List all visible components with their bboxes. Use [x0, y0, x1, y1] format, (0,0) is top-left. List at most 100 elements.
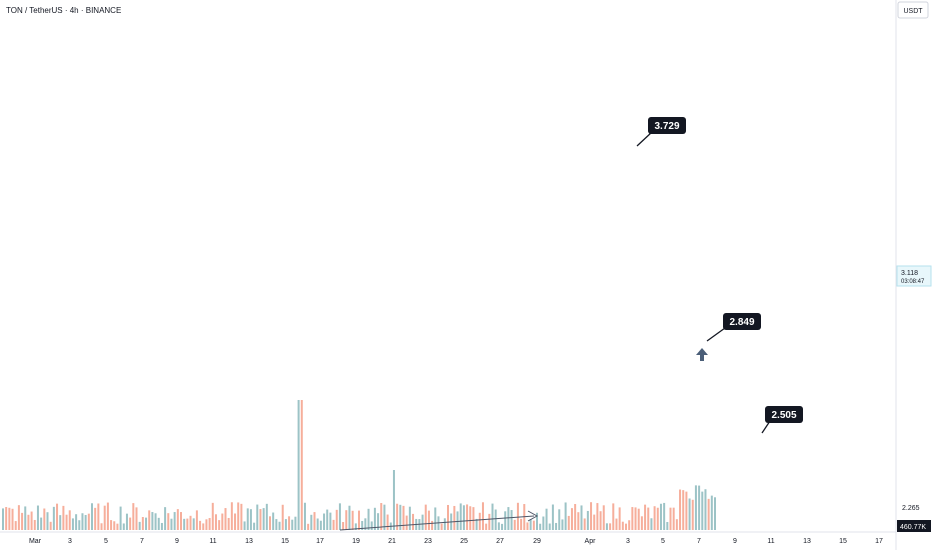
time-tick-label: 15 [281, 538, 289, 545]
volume-bar [189, 515, 192, 530]
volume-bar [679, 489, 682, 530]
volume-bar [698, 485, 701, 530]
volume-bar [253, 522, 256, 530]
callout-support-pointer [706, 327, 726, 342]
volume-bar [234, 513, 237, 530]
volume-bar [186, 518, 189, 530]
volume-bar [338, 503, 341, 530]
time-tick-label: Apr [585, 538, 597, 545]
time-tick-label: 19 [352, 538, 360, 545]
volume-bar [110, 520, 113, 530]
volume-bar [319, 520, 322, 530]
volume-bar [618, 507, 621, 530]
volume-bar [297, 400, 300, 530]
volume-bar [672, 507, 675, 530]
volume-bar [192, 518, 195, 530]
volume-bar [84, 514, 87, 530]
volume-bar [167, 513, 170, 530]
volume-bar [272, 512, 275, 530]
volume-bar [714, 497, 716, 530]
callout-target-box [765, 406, 803, 423]
time-tick-label: 13 [245, 538, 253, 545]
volume-bar [380, 503, 383, 530]
volume-bar [669, 507, 672, 530]
volume-bar [367, 508, 370, 530]
volume-bar [2, 508, 4, 530]
callout-support-label: 2.849 [729, 317, 754, 328]
volume-bar [453, 505, 456, 530]
up-arrow-icon [696, 348, 708, 361]
volume-bar [408, 506, 411, 530]
volume-bar [345, 510, 348, 530]
volume-bar [532, 520, 535, 530]
time-ticks: Mar 3 5 7 9 11 13 15 17 19 21 23 25 27 29 Apr 3 5 7 9 11 13 15… [29, 538, 883, 545]
volume-bar [14, 521, 17, 530]
volume-bar [491, 503, 494, 530]
volume-bar [11, 508, 14, 530]
volume-bar [605, 523, 608, 530]
time-tick-label: 7 [697, 538, 701, 545]
volume-bar [176, 509, 179, 530]
volume-bar [625, 523, 627, 530]
volume-badge-value: 460.77K [900, 524, 926, 531]
currency-label: USDT [903, 8, 923, 15]
time-tick-label: 27 [496, 538, 504, 545]
volume-bar [227, 517, 230, 530]
volume-bar [106, 502, 109, 530]
time-tick-label: 7 [140, 538, 144, 545]
volume-bar [97, 503, 100, 530]
volume-bar [129, 517, 132, 530]
volume-bar [180, 512, 182, 530]
volume-bar [284, 519, 287, 530]
volume-bar [275, 519, 278, 530]
volume-bar [609, 523, 612, 530]
volume-bar [46, 512, 49, 530]
volume-bar [656, 507, 659, 530]
volume-bar [612, 503, 615, 530]
volume-bar [466, 504, 469, 530]
volume-bar [510, 510, 513, 530]
volume-bar [8, 507, 11, 530]
volume-bar [504, 511, 507, 530]
volume-bar [221, 513, 224, 530]
volume-bar [205, 519, 208, 530]
volume-bar [520, 518, 523, 530]
callout-target-label: 2.505 [771, 410, 796, 421]
volume-bar [100, 523, 103, 530]
volume-bar [644, 504, 647, 530]
volume-bar [478, 512, 481, 530]
time-tick-label: 3 [68, 538, 72, 545]
volume-bar [392, 470, 395, 530]
volume-bar [659, 503, 662, 530]
volume-bar [580, 505, 583, 530]
volume-bar [170, 518, 173, 530]
volume-bar [326, 509, 329, 530]
volume-bar [485, 523, 488, 530]
volume-bar [103, 505, 106, 530]
time-tick-label: 21 [388, 538, 396, 545]
volume-bar [637, 508, 640, 530]
volume-bar [412, 513, 415, 530]
volume-bar [135, 507, 138, 530]
volume-bar [323, 513, 326, 530]
time-tick-label: 5 [104, 538, 108, 545]
volume-bar [78, 520, 81, 530]
time-tick-label: 25 [460, 538, 468, 545]
volume-bar [405, 515, 408, 530]
volume-bar [211, 502, 214, 530]
volume-bar [151, 512, 154, 530]
volume-bar [5, 507, 8, 530]
currency-button[interactable] [897, 1, 929, 19]
volume-bar [691, 499, 694, 530]
volume-bar [469, 506, 472, 530]
volume-bar [694, 485, 697, 530]
volume-bar [545, 508, 548, 530]
volume-bar [281, 504, 284, 530]
time-tick-label: 15 [839, 538, 847, 545]
volume-bar [650, 518, 653, 530]
time-tick-label: 29 [533, 538, 541, 545]
volume-bar [237, 502, 240, 530]
volume-bar [707, 498, 710, 530]
volume-bar [240, 503, 243, 530]
